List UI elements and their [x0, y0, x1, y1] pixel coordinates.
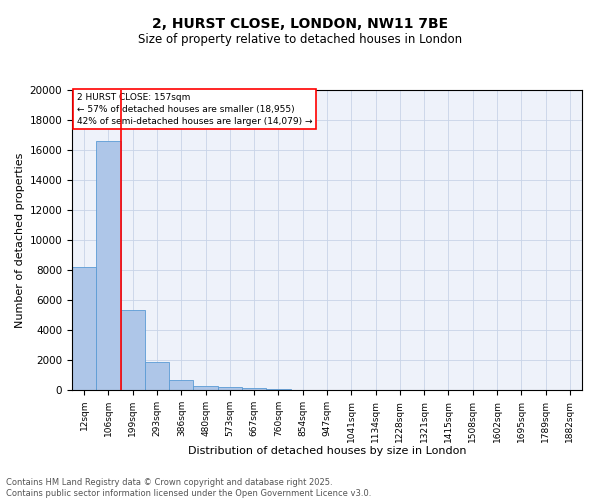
- Bar: [266, 388, 290, 390]
- Bar: [121, 310, 145, 390]
- Text: Contains HM Land Registry data © Crown copyright and database right 2025.
Contai: Contains HM Land Registry data © Crown c…: [6, 478, 371, 498]
- Y-axis label: Number of detached properties: Number of detached properties: [16, 152, 25, 328]
- Text: 2, HURST CLOSE, LONDON, NW11 7BE: 2, HURST CLOSE, LONDON, NW11 7BE: [152, 18, 448, 32]
- Bar: [242, 388, 266, 390]
- Bar: [72, 267, 96, 390]
- Text: 2 HURST CLOSE: 157sqm
← 57% of detached houses are smaller (18,955)
42% of semi-: 2 HURST CLOSE: 157sqm ← 57% of detached …: [77, 93, 313, 126]
- Bar: [169, 380, 193, 390]
- Bar: [218, 387, 242, 390]
- Bar: [145, 362, 169, 390]
- Text: Size of property relative to detached houses in London: Size of property relative to detached ho…: [138, 32, 462, 46]
- Bar: [193, 386, 218, 390]
- Bar: [96, 141, 121, 390]
- X-axis label: Distribution of detached houses by size in London: Distribution of detached houses by size …: [188, 446, 466, 456]
